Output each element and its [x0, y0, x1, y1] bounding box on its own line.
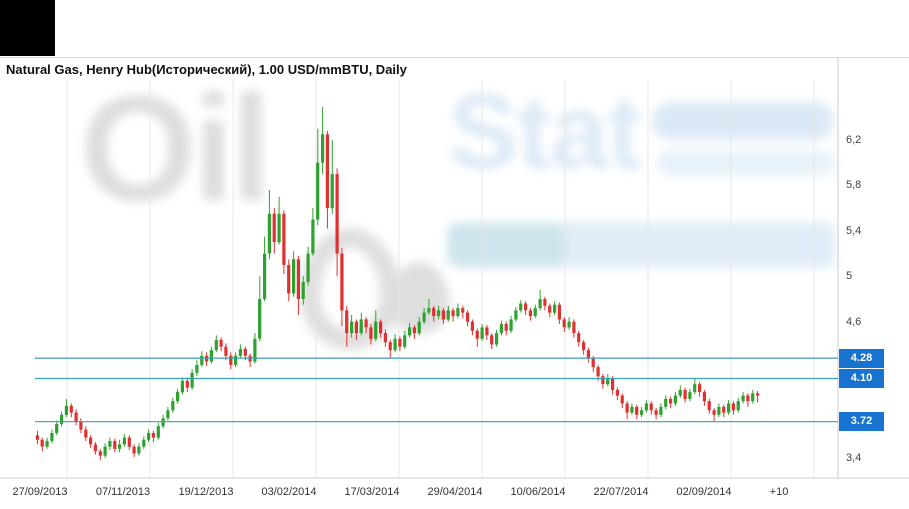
app-logo-block — [0, 0, 55, 56]
chart-title: Natural Gas, Henry Hub(Исторический), 1.… — [6, 62, 407, 77]
header-divider — [0, 57, 909, 58]
